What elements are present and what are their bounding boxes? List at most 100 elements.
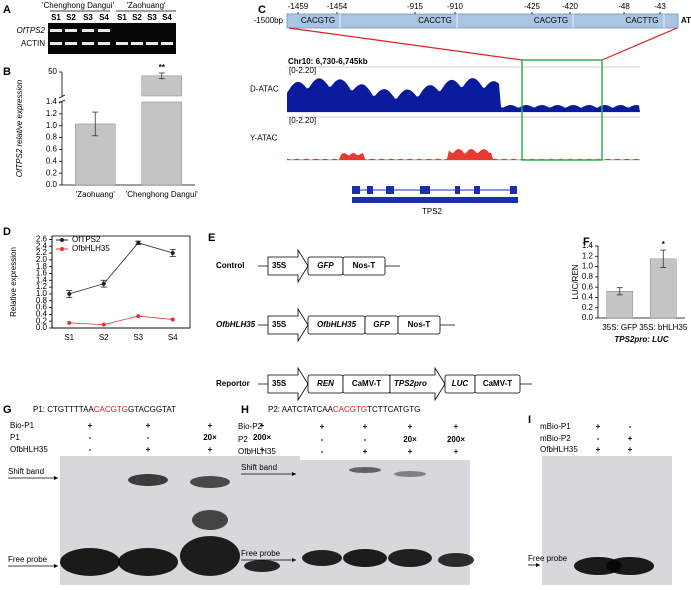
band xyxy=(65,42,77,45)
y-tick-label: 1.2 xyxy=(582,251,594,260)
y-tick-label: 0.2 xyxy=(36,316,48,325)
band xyxy=(146,42,158,45)
cell: + xyxy=(260,445,265,454)
lane-label: S1 xyxy=(117,13,127,22)
y-tick-label: 0.2 xyxy=(46,168,58,177)
cell: + xyxy=(628,434,633,443)
exon xyxy=(510,186,517,194)
blot-band xyxy=(60,548,120,576)
x-axis-label: TPS2pro: LUC xyxy=(614,335,668,344)
part-label: GFP xyxy=(317,261,334,270)
sequence-part: GTACGGTAT xyxy=(128,405,176,414)
cell: - xyxy=(364,435,367,444)
band xyxy=(50,42,62,45)
row-label: OfbHLH35 xyxy=(238,447,276,456)
panel-letter: C xyxy=(258,4,266,16)
cell: + xyxy=(408,422,413,431)
blot-band xyxy=(128,474,168,486)
band xyxy=(98,42,110,45)
row-label: OfbHLH35 xyxy=(540,445,578,454)
y-axis-label: OfTPS2 relative expression xyxy=(15,79,24,177)
arrow-head xyxy=(292,472,296,476)
band-label: Free probe xyxy=(528,554,568,563)
part-label: OfbHLH35 xyxy=(317,320,357,329)
band-label: Free probe xyxy=(241,549,281,558)
sequence-part: CACGTG xyxy=(94,405,128,414)
motif-label: CACGTG xyxy=(534,16,568,25)
lane-label: S4 xyxy=(162,13,172,22)
legend-marker xyxy=(60,238,64,242)
exon xyxy=(474,186,480,194)
arrow-head xyxy=(54,564,58,568)
exon xyxy=(455,186,460,194)
construct-part xyxy=(342,256,386,276)
construct-part xyxy=(474,374,521,394)
point xyxy=(170,251,175,256)
cell: + xyxy=(146,421,151,430)
cell: + xyxy=(363,447,368,456)
lane-label: S3 xyxy=(83,13,93,22)
y-tick-label: 0.0 xyxy=(582,313,594,322)
row-label: mBio-P2 xyxy=(540,434,571,443)
position-label: -43 xyxy=(654,2,666,11)
axis-break xyxy=(58,99,66,104)
arrow-head xyxy=(54,476,58,480)
position-label: -1454 xyxy=(327,2,348,11)
band xyxy=(82,29,94,32)
lane-label: S4 xyxy=(99,13,109,22)
position-label: -48 xyxy=(618,2,630,11)
panel-letter: A xyxy=(3,4,11,16)
cell: + xyxy=(208,445,213,454)
position-label: -420 xyxy=(562,2,579,11)
blot-band xyxy=(349,467,381,473)
cell: + xyxy=(260,421,265,430)
x-tick-label: 'Chenghong Dangui' xyxy=(126,190,198,199)
cell: 20× xyxy=(403,435,417,444)
y-axis-label: LUC/REN xyxy=(571,264,580,299)
x-tick-label: S3 xyxy=(133,333,143,342)
x-tick-label: 'Zaohuang' xyxy=(76,190,116,199)
blot xyxy=(298,460,470,585)
cell: + xyxy=(454,422,459,431)
part-label: 35S xyxy=(272,379,287,388)
position-label: -1459 xyxy=(288,2,309,11)
axis-break xyxy=(58,94,66,99)
blot-band xyxy=(244,560,280,572)
blot-band xyxy=(118,548,178,576)
band-label: Free probe xyxy=(8,555,48,564)
row-label: ACTIN xyxy=(21,39,45,48)
construct-name: OfbHLH35 xyxy=(216,320,256,329)
y-tick-label: 2.4 xyxy=(36,241,48,250)
y-tick-label: 0.8 xyxy=(46,133,58,142)
exon xyxy=(367,186,373,194)
gene-label: TPS2 xyxy=(422,207,443,216)
cell: 20× xyxy=(203,433,217,442)
promoter-arrow xyxy=(389,366,446,402)
legend-label: OfTPS2 xyxy=(72,235,101,244)
part-label: GFP xyxy=(373,320,390,329)
y-tick-label: 0.8 xyxy=(36,296,48,305)
cell: + xyxy=(408,447,413,456)
y-tick-label: 2.2 xyxy=(36,248,48,257)
row-label: Bio-P1 xyxy=(10,421,35,430)
cell: - xyxy=(147,433,150,442)
row-label: mBio-P1 xyxy=(540,422,571,431)
construct-name: Control xyxy=(216,261,244,270)
row-label: P2 xyxy=(238,435,248,444)
promoter-start: -1500bp xyxy=(254,16,284,25)
part-label: CaMV-T xyxy=(483,379,512,388)
group-label: 'Chenghong Dangui' xyxy=(42,1,114,10)
y-tick-label: 50 xyxy=(48,67,57,76)
cell: - xyxy=(89,433,92,442)
cell: 200× xyxy=(253,433,271,442)
blot-band xyxy=(180,536,240,576)
y-tick-label: 0.2 xyxy=(582,303,594,312)
track-range: [0-2.20] xyxy=(289,116,316,125)
legend-label: OfbHLH35 xyxy=(72,244,110,253)
promoter-end: ATG xyxy=(681,16,691,25)
blot-band xyxy=(302,550,342,566)
gel xyxy=(48,23,176,54)
probe-sequence: P2: AATCTATCAACACGTGTCTTCATGTG xyxy=(268,405,420,414)
lane-label: S3 xyxy=(147,13,157,22)
